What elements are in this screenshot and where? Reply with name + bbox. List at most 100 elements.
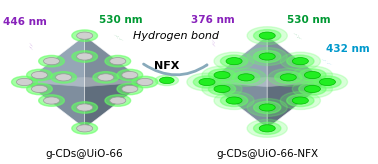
Polygon shape — [293, 33, 302, 39]
Polygon shape — [114, 35, 124, 41]
Circle shape — [304, 72, 321, 79]
Circle shape — [132, 76, 158, 88]
Circle shape — [280, 74, 296, 81]
Circle shape — [98, 74, 114, 81]
Polygon shape — [267, 36, 327, 128]
Circle shape — [259, 53, 275, 60]
Polygon shape — [29, 43, 33, 50]
Circle shape — [72, 123, 98, 134]
Text: 530 nm: 530 nm — [99, 15, 143, 25]
Circle shape — [31, 85, 48, 92]
Circle shape — [160, 77, 174, 84]
Circle shape — [193, 76, 221, 88]
Circle shape — [43, 58, 60, 65]
Circle shape — [122, 72, 138, 79]
Circle shape — [77, 104, 93, 111]
Circle shape — [122, 85, 138, 92]
Circle shape — [187, 73, 227, 91]
Circle shape — [39, 95, 64, 106]
Text: 446 nm: 446 nm — [3, 17, 46, 27]
Circle shape — [254, 101, 281, 114]
Text: g-CDs@UiO-66-NFX: g-CDs@UiO-66-NFX — [216, 149, 318, 159]
Circle shape — [226, 68, 266, 86]
Circle shape — [77, 32, 93, 39]
Circle shape — [117, 69, 143, 81]
Circle shape — [12, 76, 37, 88]
Polygon shape — [207, 36, 327, 82]
Circle shape — [72, 51, 98, 62]
Circle shape — [214, 52, 254, 70]
Polygon shape — [25, 36, 145, 82]
Circle shape — [292, 66, 333, 84]
Circle shape — [259, 104, 275, 111]
Circle shape — [280, 92, 321, 110]
Circle shape — [254, 30, 281, 42]
Text: NFX: NFX — [154, 61, 180, 71]
Circle shape — [292, 80, 333, 98]
Circle shape — [208, 69, 235, 81]
Circle shape — [275, 71, 302, 83]
Circle shape — [299, 83, 326, 95]
Circle shape — [202, 80, 242, 98]
Circle shape — [226, 58, 242, 65]
Circle shape — [299, 69, 326, 81]
Circle shape — [105, 95, 131, 106]
Circle shape — [43, 97, 60, 104]
Circle shape — [287, 94, 314, 107]
Circle shape — [314, 76, 341, 88]
Circle shape — [26, 69, 52, 81]
Circle shape — [307, 73, 347, 91]
Circle shape — [304, 85, 321, 92]
Circle shape — [226, 97, 242, 104]
Circle shape — [199, 78, 215, 86]
Circle shape — [155, 75, 178, 86]
Circle shape — [56, 74, 71, 81]
Circle shape — [51, 72, 76, 83]
Circle shape — [292, 58, 308, 65]
Circle shape — [72, 30, 98, 41]
Circle shape — [220, 94, 248, 107]
Polygon shape — [85, 36, 145, 128]
Circle shape — [208, 83, 235, 95]
FancyArrowPatch shape — [144, 64, 207, 75]
Circle shape — [259, 125, 275, 132]
Circle shape — [220, 55, 248, 67]
Text: 376 nm: 376 nm — [191, 15, 234, 25]
Circle shape — [31, 72, 48, 79]
Circle shape — [110, 58, 126, 65]
Text: g-CDs@UiO-66: g-CDs@UiO-66 — [46, 149, 124, 159]
Circle shape — [214, 72, 230, 79]
Text: 432 nm: 432 nm — [325, 44, 369, 54]
Circle shape — [247, 27, 287, 45]
Circle shape — [214, 92, 254, 110]
Circle shape — [72, 102, 98, 113]
Circle shape — [39, 55, 64, 67]
Circle shape — [137, 78, 153, 86]
Polygon shape — [207, 82, 327, 128]
Circle shape — [77, 125, 93, 132]
Polygon shape — [25, 36, 85, 128]
Circle shape — [202, 66, 242, 84]
Circle shape — [254, 122, 281, 134]
Circle shape — [254, 50, 281, 63]
Circle shape — [110, 97, 126, 104]
Circle shape — [16, 78, 33, 86]
Circle shape — [319, 78, 336, 86]
Circle shape — [247, 99, 287, 116]
Polygon shape — [212, 40, 215, 47]
Circle shape — [280, 52, 321, 70]
Text: Hydrogen bond: Hydrogen bond — [133, 31, 219, 41]
Circle shape — [26, 83, 52, 95]
Circle shape — [247, 119, 287, 137]
Circle shape — [232, 71, 260, 83]
Circle shape — [292, 97, 308, 104]
Circle shape — [117, 83, 143, 95]
Circle shape — [93, 72, 119, 83]
Circle shape — [214, 85, 230, 92]
Circle shape — [77, 53, 93, 60]
Circle shape — [268, 68, 308, 86]
Circle shape — [287, 55, 314, 67]
Polygon shape — [25, 82, 145, 128]
Polygon shape — [321, 59, 332, 65]
Circle shape — [247, 48, 287, 65]
